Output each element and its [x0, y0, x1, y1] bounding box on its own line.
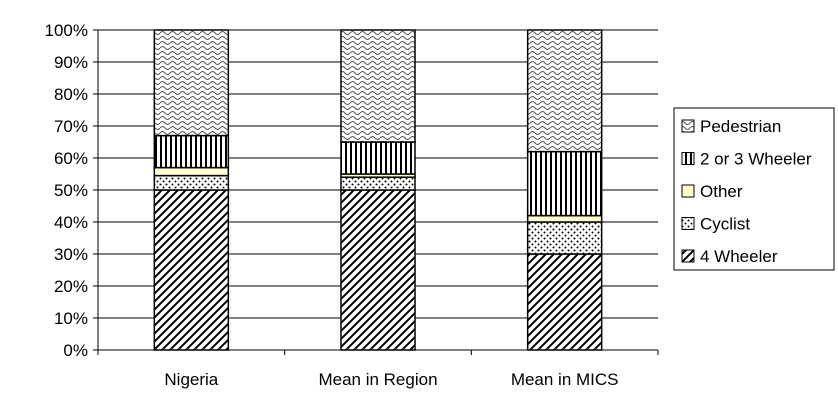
x-tick-label: Mean in Region	[318, 370, 437, 389]
legend-swatch	[681, 119, 695, 133]
legend-label: Cyclist	[700, 215, 750, 234]
legend-label: Pedestrian	[700, 117, 781, 136]
bar-segment-4-wheeler	[526, 253, 603, 351]
y-tick-label: 40%	[54, 213, 88, 232]
y-tick-label: 60%	[54, 149, 88, 168]
y-tick-label: 100%	[45, 21, 88, 40]
y-tick-label: 50%	[54, 181, 88, 200]
y-tick-label: 0%	[63, 341, 88, 360]
legend-label: 4 Wheeler	[700, 247, 778, 266]
bar-segment-pedestrian	[340, 29, 416, 143]
y-tick-label: 20%	[54, 277, 88, 296]
legend-box	[673, 107, 835, 271]
legend-swatch	[681, 184, 695, 198]
legend-swatch	[681, 249, 695, 263]
legend-label: 2 or 3 Wheeler	[700, 150, 812, 169]
legend-swatch	[681, 152, 695, 165]
y-tick-label: 30%	[54, 245, 88, 264]
bar-segment-cyclist	[526, 221, 603, 255]
bar-segment-cyclist	[340, 176, 416, 191]
y-tick-label: 90%	[54, 53, 88, 72]
x-tick-label: Nigeria	[164, 370, 218, 389]
bar-segment-pedestrian	[526, 29, 603, 153]
bar-segment-2-or-3-wheeler	[340, 141, 416, 175]
bar-segment-2-or-3-wheeler	[526, 150, 603, 217]
bar-segment-2-or-3-wheeler	[153, 134, 230, 169]
bars	[153, 29, 603, 351]
legend: Pedestrian 2 or 3 Wheeler Other Cyclist 4 Wh…	[673, 107, 835, 271]
bar-segment-pedestrian	[153, 29, 230, 137]
y-tick-label: 70%	[54, 117, 88, 136]
bar-segment-4-wheeler	[153, 189, 230, 351]
x-axis-labels: Nigeria Mean in Region Mean in MICS	[164, 370, 618, 389]
y-tick-label: 10%	[54, 309, 88, 328]
bar-segment-cyclist	[153, 174, 230, 191]
axes	[97, 30, 659, 355]
bar-segment-4-wheeler	[340, 189, 416, 351]
x-tick-label: Mean in MICS	[511, 370, 619, 389]
legend-label: Other	[700, 182, 743, 201]
y-tick-label: 80%	[54, 85, 88, 104]
legend-swatch	[681, 217, 695, 230]
y-axis-ticks: 0% 10% 20% 30% 40% 50% 60% 70% 80% 90% 100%	[45, 21, 98, 360]
bar-segment-other	[526, 214, 603, 223]
bar-segment-other	[153, 166, 230, 177]
